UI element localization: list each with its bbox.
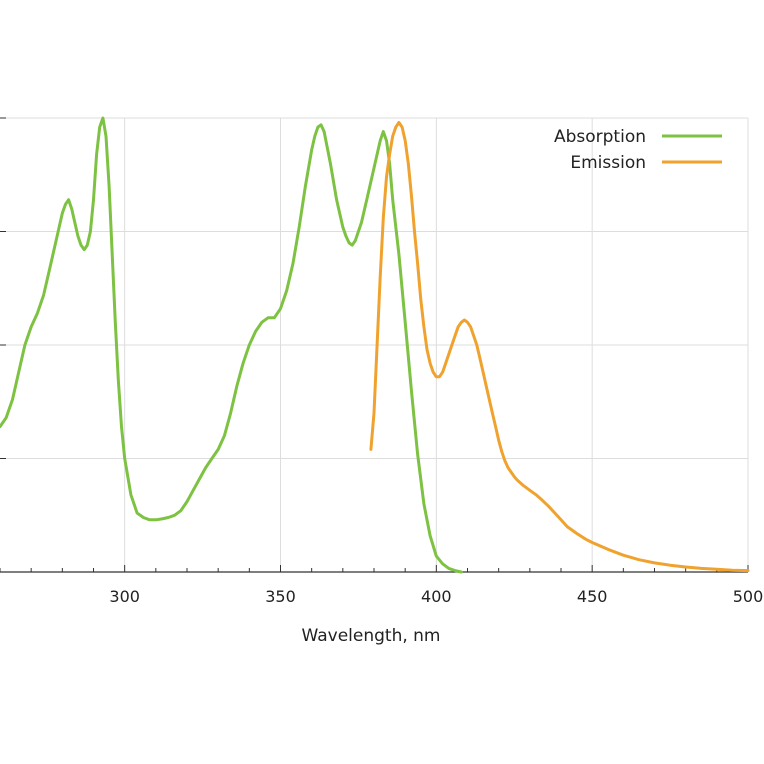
legend: Absorption Emission bbox=[554, 127, 722, 173]
series-line-emission bbox=[369, 121, 750, 573]
x-tick-label: 350 bbox=[265, 587, 296, 606]
x-tick-label: 500 bbox=[733, 587, 764, 606]
legend-label-absorption: Absorption bbox=[554, 127, 646, 147]
grid bbox=[0, 117, 749, 572]
axes: 300 350 400 450 500 bbox=[0, 117, 764, 606]
x-tick-label: 300 bbox=[109, 587, 140, 606]
x-tick-label: 400 bbox=[421, 587, 452, 606]
series-line-absorption bbox=[0, 116, 463, 574]
x-axis-label: Wavelength, nm bbox=[302, 626, 441, 646]
x-tick-label: 450 bbox=[577, 587, 608, 606]
series-layer bbox=[0, 116, 750, 574]
legend-label-emission: Emission bbox=[570, 153, 646, 173]
